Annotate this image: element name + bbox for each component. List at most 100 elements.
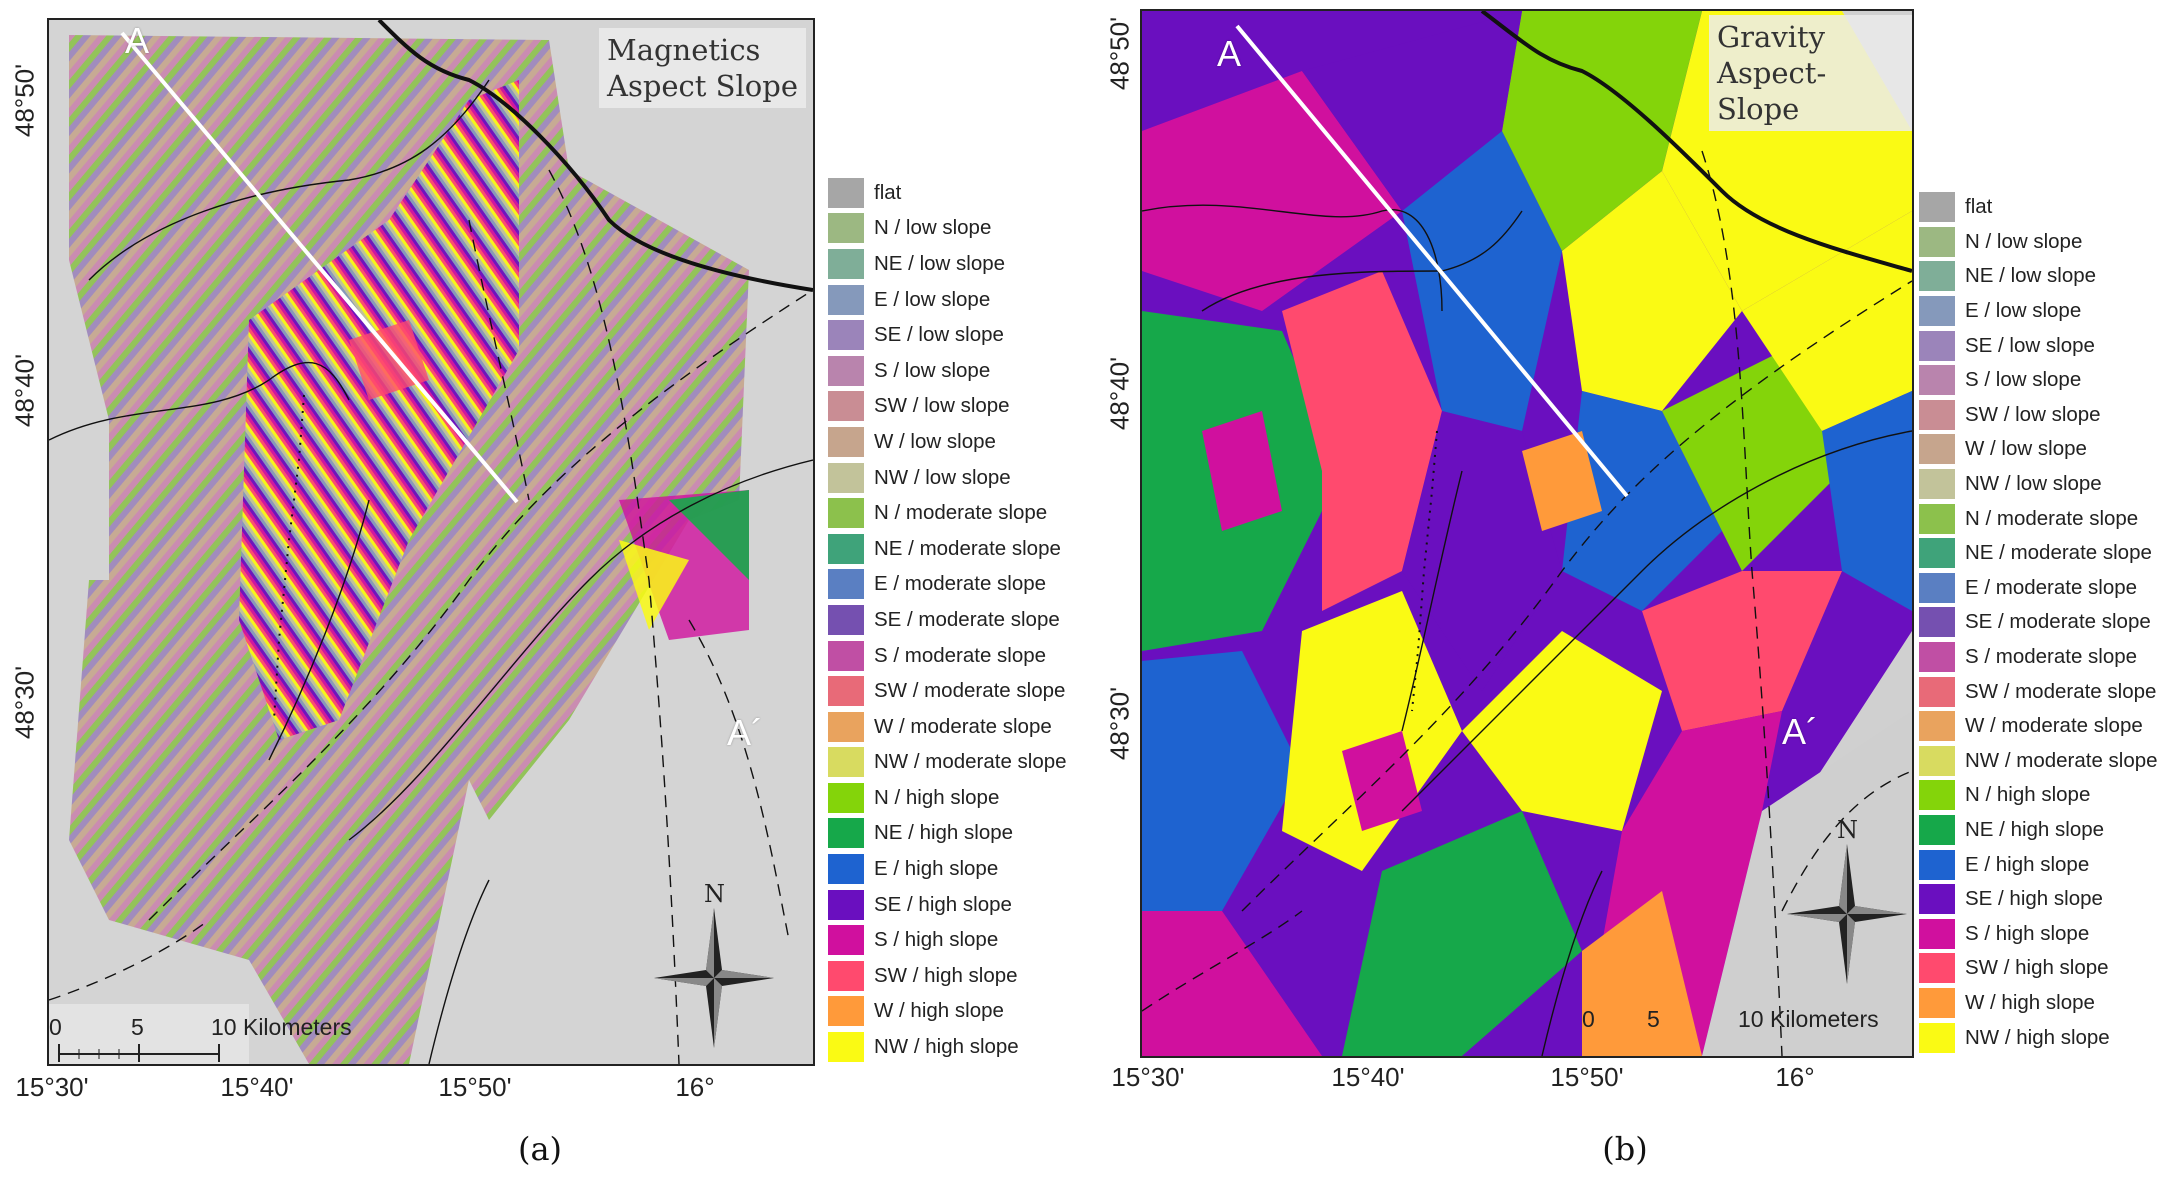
scale-label-0: 0: [1582, 1006, 1595, 1032]
map-frame: Gravity Aspect-Slope A A´ 0 5 10 Kilomet…: [1140, 9, 1914, 1058]
panel-caption: (b): [1602, 1130, 1648, 1168]
legend-swatch: [1919, 226, 1955, 257]
legend-swatch: [828, 640, 864, 671]
legend-swatch: [1919, 503, 1955, 534]
legend-item: NW / low slope: [828, 460, 1067, 496]
map-title-line-1: Magnetics: [607, 33, 761, 67]
legend-item: S / low slope: [1919, 363, 2158, 398]
legend-swatch: [828, 248, 864, 279]
legend-label: NW / low slope: [874, 465, 1011, 489]
legend-label: E / low slope: [874, 287, 991, 311]
legend-label: E / high slope: [874, 857, 999, 881]
legend-swatch: [1919, 192, 1955, 223]
latitude-label-3: 48°30': [9, 665, 40, 740]
legend-item: NE / moderate slope: [1919, 536, 2158, 571]
longitude-label-1: 15°30': [1111, 1062, 1185, 1092]
legend-label: flat: [874, 180, 902, 204]
legend-item: SE / moderate slope: [828, 602, 1067, 638]
map-title: Magnetics Aspect Slope: [599, 28, 806, 108]
legend-swatch: [828, 676, 864, 707]
legend-swatch: [828, 925, 864, 956]
compass-rose-icon: [654, 908, 774, 1048]
legend-swatch: [828, 426, 864, 457]
legend-swatch: [828, 213, 864, 244]
north-label: N: [1837, 816, 1858, 844]
legend-swatch: [1919, 261, 1955, 292]
scale-bar: 0 5 10 Kilometers: [49, 1004, 352, 1064]
legend-item: SW / low slope: [1919, 398, 2158, 433]
legend-item: N / low slope: [828, 211, 1067, 247]
legend-label: SW / high slope: [1965, 956, 2109, 980]
legend-label: SE / high slope: [1965, 887, 2103, 911]
legend-item: S / moderate slope: [1919, 640, 2158, 675]
legend-swatch: [828, 604, 864, 635]
legend-label: NW / moderate slope: [1965, 748, 2158, 772]
legend-label: W / low slope: [874, 429, 996, 453]
legend-swatch: [828, 996, 864, 1027]
legend-item: NE / high slope: [1919, 813, 2158, 848]
legend-label: S / high slope: [874, 928, 999, 952]
legend-label: E / high slope: [1965, 852, 2090, 876]
legend-label: SW / low slope: [1965, 402, 2101, 426]
legend-swatch: [828, 711, 864, 742]
profile-end-label: A´: [1782, 711, 1818, 752]
legend-item: flat: [1919, 190, 2158, 225]
legend-item: SE / high slope: [828, 887, 1067, 923]
north-arrow: N: [1787, 816, 1907, 996]
legend-swatch: [828, 854, 864, 885]
latitude-label-2: 48°40': [9, 353, 40, 428]
legend-item: NW / high slope: [1919, 1020, 2158, 1055]
legend-label: NW / low slope: [1965, 472, 2102, 496]
longitude-label-3: 15°50': [1550, 1062, 1624, 1092]
legend-label: N / moderate slope: [874, 501, 1048, 525]
legend-swatch: [1919, 399, 1955, 430]
legend-label: N / low slope: [1965, 229, 2083, 253]
legend-item: SE / low slope: [1919, 328, 2158, 363]
legend-label: NE / low slope: [874, 251, 1006, 275]
legend-swatch: [1919, 676, 1955, 707]
legend-label: N / low slope: [874, 216, 992, 240]
profile-end-label: A´: [727, 712, 763, 753]
scale-bar-graphic: [49, 1004, 249, 1064]
legend-item: S / low slope: [828, 353, 1067, 389]
scale-label-0: 0: [49, 1014, 62, 1040]
magnetics-aspect-slope-raster: [49, 20, 813, 1064]
scale-bar: 0 5 10 Kilometers: [1562, 996, 1902, 1056]
legend-item: NW / high slope: [828, 1029, 1067, 1065]
legend-label: NE / low slope: [1965, 264, 2097, 288]
legend-label: S / high slope: [1965, 921, 2090, 945]
legend-label: NE / moderate slope: [1965, 541, 2152, 565]
legend-item: NW / moderate slope: [1919, 744, 2158, 779]
legend-label: N / moderate slope: [1965, 506, 2139, 530]
legend-swatch: [828, 177, 864, 208]
latitude-label-2: 48°40': [1104, 356, 1135, 431]
legend-swatch: [1919, 745, 1955, 776]
legend-item: E / moderate slope: [828, 567, 1067, 603]
legend-label: SW / high slope: [874, 963, 1018, 987]
legend-item: NE / high slope: [828, 816, 1067, 852]
legend-label: W / high slope: [874, 999, 1004, 1023]
legend-item: N / moderate slope: [828, 495, 1067, 531]
map-title-line-2: Aspect Slope: [607, 69, 798, 103]
north-label: N: [704, 880, 725, 908]
legend-label: S / moderate slope: [874, 643, 1047, 667]
longitude-label-4: 16°: [675, 1072, 715, 1102]
legend-item: W / moderate slope: [828, 709, 1067, 745]
scale-label-10: 10 Kilometers: [1738, 1006, 1879, 1032]
legend-label: E / low slope: [1965, 299, 2082, 323]
legend-label: W / low slope: [1965, 437, 2087, 461]
north-arrow: N: [654, 880, 774, 1060]
legend-label: flat: [1965, 195, 1993, 219]
legend-item: N / moderate slope: [1919, 501, 2158, 536]
legend-label: S / low slope: [874, 358, 991, 382]
legend-swatch: [828, 355, 864, 386]
legend-label: NW / high slope: [874, 1035, 1019, 1059]
panel-caption: (a): [517, 1130, 563, 1168]
compass-rose-icon: [1787, 844, 1907, 984]
legend-swatch: [1919, 1022, 1955, 1053]
profile-line: [1235, 24, 1629, 498]
legend-item: SE / high slope: [1919, 882, 2158, 917]
latitude-label-3: 48°30': [1104, 686, 1135, 761]
scale-label-5: 5: [1647, 1006, 1660, 1032]
legend-label: SE / low slope: [874, 323, 1004, 347]
